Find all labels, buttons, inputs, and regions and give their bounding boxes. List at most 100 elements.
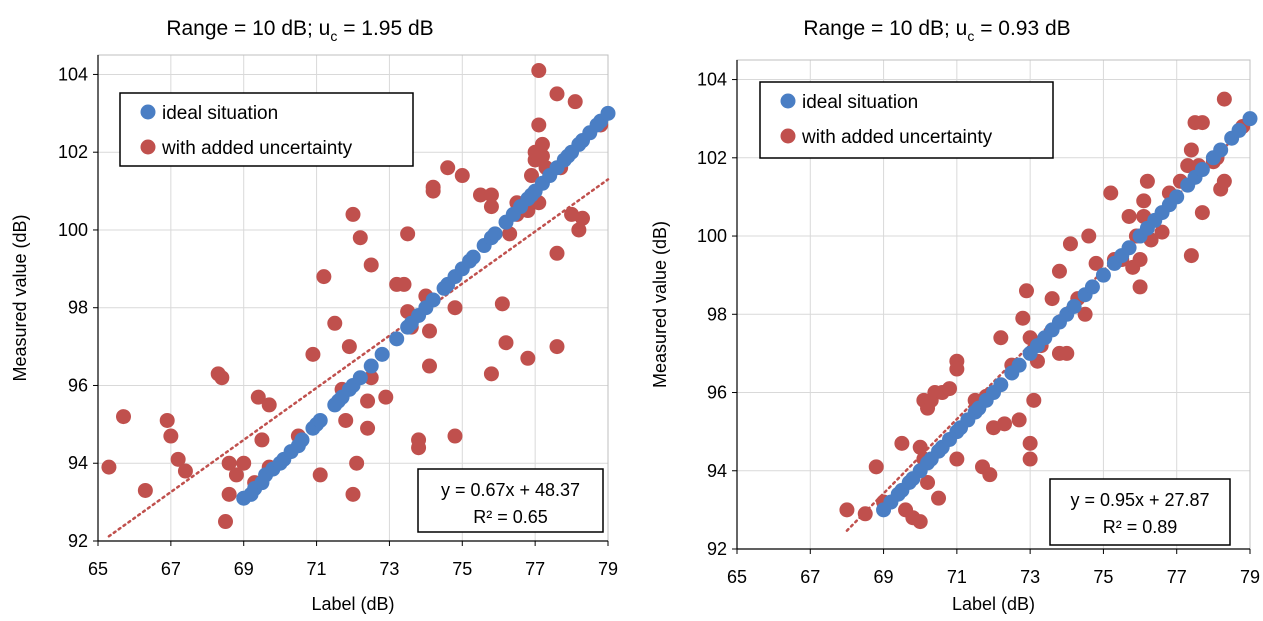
x-tick-label: 65 (727, 567, 747, 587)
chart-panel-2: 65 67 69 71 73 75 77 79 92 94 96 98 100 102 104 Range =… (650, 17, 1260, 614)
ideal-point (1242, 111, 1258, 127)
uncertainty-point (498, 335, 514, 351)
uncertainty-point (1132, 252, 1148, 268)
uncertainty-point (567, 94, 583, 110)
uncertainty-point (531, 63, 547, 79)
uncertainty-point (857, 506, 873, 522)
x-tick-label: 71 (307, 559, 327, 579)
ideal-point (993, 377, 1009, 393)
uncertainty-point (996, 416, 1012, 432)
y-tick-label: 100 (58, 220, 88, 240)
uncertainty-point (254, 432, 270, 448)
regression-box-frame (1049, 478, 1231, 546)
uncertainty-point (549, 86, 565, 102)
uncertainty-point (575, 210, 590, 226)
uncertainty-point (228, 467, 244, 483)
ideal-point (1121, 240, 1137, 256)
legend-marker (140, 139, 156, 155)
uncertainty-point (524, 168, 539, 184)
chart-panel-1: 65 67 69 71 73 75 77 79 92 94 96 98 100 102 104 Range =… (10, 17, 618, 614)
r-squared: R² = 0.89 (1103, 517, 1178, 537)
uncertainty-point (1062, 236, 1078, 252)
uncertainty-point (218, 514, 233, 530)
y-tick-label: 94 (707, 461, 727, 481)
uncertainty-point (422, 358, 437, 374)
uncertainty-point (1183, 142, 1199, 158)
ideal-point (374, 346, 390, 362)
y-tick-label: 102 (58, 142, 88, 162)
uncertainty-point (993, 330, 1009, 346)
uncertainty-point (483, 187, 499, 203)
uncertainty-point (312, 467, 328, 483)
ideal-point (294, 432, 310, 448)
ideal-point (1095, 267, 1111, 283)
uncertainty-point (534, 136, 550, 152)
uncertainty-point (177, 463, 193, 479)
uncertainty-point (137, 482, 153, 498)
uncertainty-point (868, 459, 884, 475)
ideal-point (363, 358, 379, 374)
ideal-point (1169, 189, 1185, 205)
uncertainty-point (454, 168, 470, 184)
uncertainty-point (931, 490, 947, 506)
regression-box-frame (417, 468, 604, 533)
chart-title-main: Range = 10 dB; u (166, 17, 330, 40)
uncertainty-point (549, 339, 565, 355)
uncertainty-point (360, 393, 376, 409)
chart-title-subscript: c (967, 28, 974, 44)
legend: ideal situation with added uncertainty (119, 92, 414, 167)
regression-equation: y = 0.95x + 27.87 (1070, 490, 1209, 510)
ideal-point (1011, 357, 1027, 373)
uncertainty-point (327, 315, 343, 331)
legend-marker (140, 104, 156, 120)
uncertainty-point (400, 226, 416, 242)
y-tick-label: 94 (68, 453, 88, 473)
uncertainty-point (520, 350, 536, 366)
uncertainty-point (261, 397, 277, 413)
uncertainty-point (447, 300, 463, 316)
uncertainty-point (483, 199, 499, 215)
x-tick-label: 69 (874, 567, 894, 587)
x-tick-label: 65 (88, 559, 108, 579)
ideal-point (1066, 298, 1082, 314)
y-axis-label: Measured value (dB) (10, 214, 30, 381)
uncertainty-point (1015, 310, 1031, 326)
uncertainty-point (163, 428, 179, 444)
uncertainty-point (839, 502, 855, 518)
ideal-point (600, 105, 616, 121)
legend: ideal situation with added uncertainty (759, 81, 1054, 159)
x-tick-label: 77 (1167, 567, 1187, 587)
y-axis-label: Measured value (dB) (650, 221, 670, 388)
uncertainty-point (483, 366, 499, 382)
chart-title-main: Range = 10 dB; u (803, 17, 967, 40)
uncertainty-point (221, 486, 237, 502)
regression-box: y = 0.95x + 27.87 R² = 0.89 (1049, 478, 1231, 546)
uncertainty-point (894, 435, 910, 451)
x-tick-label: 73 (379, 559, 399, 579)
uncertainty-point (360, 420, 376, 436)
uncertainty-point (341, 339, 357, 355)
ideal-point (425, 292, 441, 308)
chart-title-subscript: c (330, 28, 337, 44)
trendline (107, 178, 610, 538)
y-tick-label: 102 (697, 148, 727, 168)
chart-title: Range = 10 dB; uc = 0.93 dB (803, 17, 1070, 44)
x-tick-label: 75 (452, 559, 472, 579)
uncertainty-point (422, 323, 437, 339)
x-axis-label: Label (dB) (952, 594, 1035, 614)
uncertainty-point (363, 257, 379, 273)
regression-equation: y = 0.67x + 48.37 (441, 480, 580, 500)
uncertainty-point (378, 389, 394, 405)
ideal-point (312, 412, 328, 428)
legend-label: ideal situation (802, 92, 918, 113)
uncertainty-point (411, 440, 427, 456)
uncertainty-point (1194, 115, 1210, 131)
uncertainty-point (949, 451, 965, 467)
x-tick-label: 69 (234, 559, 254, 579)
uncertainty-point (352, 230, 368, 246)
uncertainty-point (1051, 263, 1067, 279)
ideal-point (465, 249, 481, 265)
ideal-point (389, 331, 405, 347)
uncertainty-point (1044, 291, 1060, 307)
uncertainty-point (316, 269, 332, 285)
